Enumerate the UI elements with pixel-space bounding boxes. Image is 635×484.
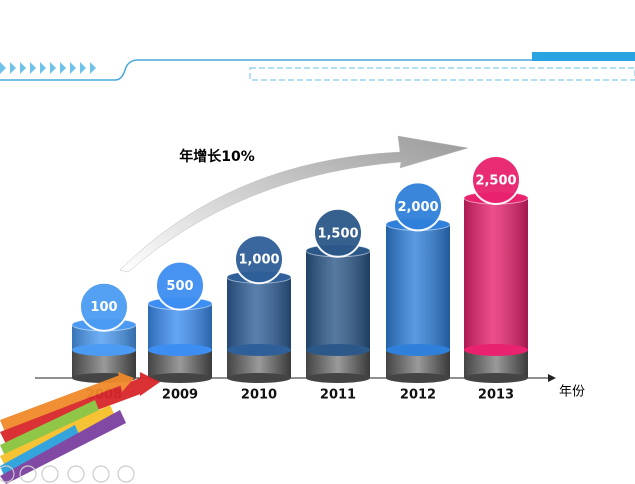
bar-base-bottom — [227, 373, 291, 383]
bar-bottom — [306, 344, 370, 356]
bar-base-bottom — [306, 373, 370, 383]
bar-shade — [386, 224, 450, 350]
x-tick-label: 2013 — [478, 388, 514, 403]
bar-base-bottom — [386, 373, 450, 383]
bar-bottom — [72, 344, 136, 356]
value-label: 100 — [90, 300, 117, 315]
bar-shade — [306, 250, 370, 350]
x-tick-label: 2010 — [241, 388, 277, 403]
bar-bottom — [148, 344, 212, 356]
bar-bottom — [464, 344, 528, 356]
value-label: 2,000 — [397, 200, 438, 215]
value-bubble — [79, 281, 129, 332]
value-bubble — [155, 260, 205, 311]
bars: 100200850020091,00020101,50020112,000201… — [71, 155, 529, 403]
corner-arrows — [0, 372, 160, 484]
x-tick-label: 2009 — [162, 388, 198, 403]
x-axis-label: 年份 — [559, 385, 585, 400]
bar-shade — [464, 198, 528, 350]
toolbar — [0, 465, 135, 483]
value-label: 1,500 — [317, 226, 358, 241]
pen-button[interactable] — [41, 465, 59, 483]
prev-button[interactable] — [0, 465, 15, 483]
x-tick-label: 2011 — [320, 388, 356, 403]
annotation: 年增长10% — [179, 148, 255, 165]
value-label: 500 — [166, 279, 193, 294]
more-button[interactable] — [117, 465, 135, 483]
bar-shade — [148, 303, 212, 350]
bar-bottom — [227, 344, 291, 356]
x-tick-label: 2012 — [400, 388, 436, 403]
axis-arrow — [548, 374, 556, 382]
bar-base-bottom — [148, 373, 212, 383]
bar-shade — [227, 277, 291, 350]
value-label: 1,000 — [238, 253, 279, 268]
growth-arrow — [119, 135, 469, 273]
header-decoration — [0, 52, 635, 81]
value-bubble — [313, 207, 363, 258]
slides-button[interactable] — [67, 465, 85, 483]
value-bubble — [393, 181, 443, 232]
bar-bottom — [386, 344, 450, 356]
value-label: 2,500 — [475, 174, 516, 189]
value-bubble — [234, 234, 284, 285]
value-bubble — [471, 155, 521, 205]
next-button[interactable] — [19, 465, 37, 483]
zoom-button[interactable] — [92, 465, 110, 483]
bar-base-bottom — [464, 373, 528, 383]
